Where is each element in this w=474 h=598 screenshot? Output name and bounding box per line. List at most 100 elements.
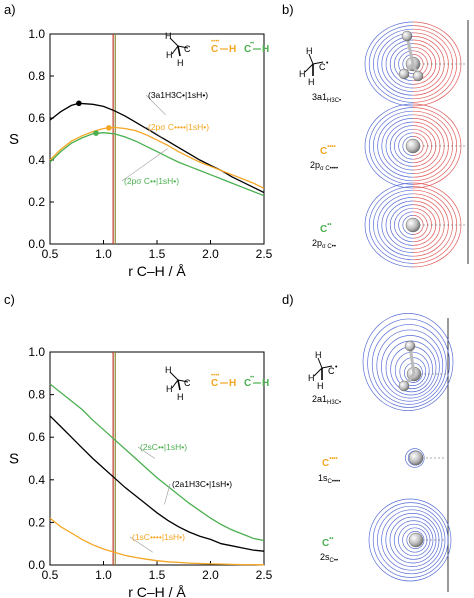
contour-negative <box>389 204 414 246</box>
series-label: (2pσ C••••|1sH•) <box>148 122 209 132</box>
methyl-h-left: H <box>166 50 173 60</box>
x-tick-label: 1.5 <box>149 247 166 261</box>
panel-label-a: a) <box>4 2 16 17</box>
contour-line <box>381 509 443 571</box>
methyl-d-c: C <box>328 366 335 376</box>
y-tick-label: 0.4 <box>28 153 45 167</box>
y-tick-label: 1.0 <box>28 27 45 41</box>
contour-line <box>393 520 434 560</box>
orbital-species-d-c4-sup: •••• <box>329 456 337 462</box>
contour-negative <box>389 43 414 85</box>
contour-line <box>371 324 447 405</box>
orbital-label-1s-c4-name: 1s <box>318 473 328 483</box>
contour-negative <box>364 182 414 268</box>
y-tick-label: 0.0 <box>28 237 45 251</box>
orbital-species-d-c2: C•• <box>322 536 333 549</box>
series-line <box>49 126 265 189</box>
methyl-c-h-bottom: H <box>177 392 184 402</box>
legend-icons-a: H H H C C •••• H C •• H <box>165 31 269 68</box>
panel-label-b: b) <box>282 2 294 17</box>
c-orange-c-c: C <box>211 378 218 389</box>
legend-icons-c: H H H C C •••• H C •• H <box>165 365 269 402</box>
contour-negative <box>364 103 414 189</box>
contour-negative <box>385 121 414 171</box>
series-label-leader <box>129 536 153 553</box>
c-green-dots: •• <box>250 41 254 47</box>
c-green-h: H <box>262 44 269 55</box>
x-tick-label: 1.5 <box>149 568 166 582</box>
methyl-b-h-left: H <box>299 69 306 79</box>
contour-line <box>405 448 425 468</box>
y-axis-label: S <box>9 451 19 468</box>
orbital-label-1s-c4-sub: C•••• <box>328 479 341 485</box>
y-tick-label: 0.6 <box>28 111 45 125</box>
orbital-species-d-c4: C•••• <box>322 456 338 469</box>
series-label: (2pσ C••|1sH•) <box>124 176 179 186</box>
panel-label-c: c) <box>4 292 15 307</box>
series-label-leader <box>145 126 163 138</box>
chart-a: 0.5 1.0 1.5 2.0 2.5 0.0 0.2 0.4 0.6 0.8 1.0 r C–H /… <box>9 27 273 279</box>
methyl-c-h-top: H <box>165 365 172 375</box>
methyl-c-c: C <box>184 378 191 388</box>
methyl-h-top: H <box>165 31 172 41</box>
c-orange-c: C <box>211 44 218 55</box>
methyl-d-h-bottom: H <box>317 381 324 391</box>
series-label-leader <box>121 148 168 182</box>
atom-sphere <box>408 532 424 548</box>
methyl-icon-c: H H H C <box>165 365 191 402</box>
contour-negative <box>394 128 414 164</box>
y-tick-label: 0.8 <box>28 388 45 402</box>
contour-line <box>367 318 450 408</box>
x-tick-label: 1.0 <box>95 568 112 582</box>
atom-sphere <box>398 380 410 392</box>
orbital-label-2s-c2-name: 2s <box>320 552 330 562</box>
contour-negative <box>389 125 414 167</box>
contour-negative <box>385 200 414 250</box>
series-label: (2a1H3C•|1sH•) <box>172 479 232 489</box>
orbital-species-d-c2-c: C <box>322 538 329 549</box>
orbital-label-2a1-name: 2a1 <box>312 394 327 404</box>
x-tick-label: 2.0 <box>202 568 219 582</box>
orbital-label-2p-c2: 2pσ C•• <box>312 238 336 250</box>
methyl-icon-d: H H H C • <box>308 350 338 391</box>
orbital-species-c2: C•• <box>320 222 331 235</box>
series-line <box>49 383 265 542</box>
contour-negative <box>373 189 414 261</box>
series-marker <box>106 125 112 131</box>
x-tick-label: 0.5 <box>42 568 59 582</box>
orbital-label-2p-c4: 2pσ C•••• <box>310 160 338 172</box>
methyl-icon: H H H C <box>165 31 191 68</box>
orbital-image-2p-c4 <box>364 103 466 189</box>
contour-negative <box>364 21 414 107</box>
c-green-c-dots: •• <box>250 375 254 381</box>
methyl-c: C <box>184 44 191 54</box>
methyl-b-h-bottom: H <box>308 77 315 87</box>
orbital-label-2s-c2: 2sC•• <box>320 552 338 564</box>
y-tick-label: 0.2 <box>28 195 45 209</box>
contour-negative <box>373 28 414 100</box>
atom-sphere <box>404 340 416 352</box>
methyl-c-h-left: H <box>166 384 173 394</box>
contour-negative <box>402 136 414 156</box>
series-label: (2sC••|1sH•) <box>140 442 187 452</box>
series-line <box>49 102 265 194</box>
c-green-c-h: H <box>262 378 269 389</box>
contour-negative <box>381 118 414 174</box>
atom-sphere <box>401 30 413 42</box>
orbital-species-d-c2-sup: •• <box>329 536 333 542</box>
methyl-d-h-top: H <box>315 350 322 360</box>
orbital-label-2p-c2-name: 2p <box>312 238 322 248</box>
x-axis-label: r C–H / Å <box>128 584 186 598</box>
panel-label-d: d) <box>282 292 294 307</box>
y-tick-label: 0.2 <box>28 515 45 529</box>
series-label-leader <box>145 94 166 116</box>
contour-negative <box>402 54 414 74</box>
orbital-panel-b: H H H C • 3a1H3C• C•••• 2pσ C•••• C•• 2p… <box>299 20 469 268</box>
contour-line <box>377 505 446 575</box>
series-line <box>49 415 265 552</box>
orbital-species-c4-sup: •••• <box>327 144 335 150</box>
contour-negative <box>368 107 414 185</box>
y-tick-label: 1.0 <box>28 345 45 359</box>
c-orange-icon: C •••• H <box>211 39 236 55</box>
series-line <box>49 517 265 566</box>
